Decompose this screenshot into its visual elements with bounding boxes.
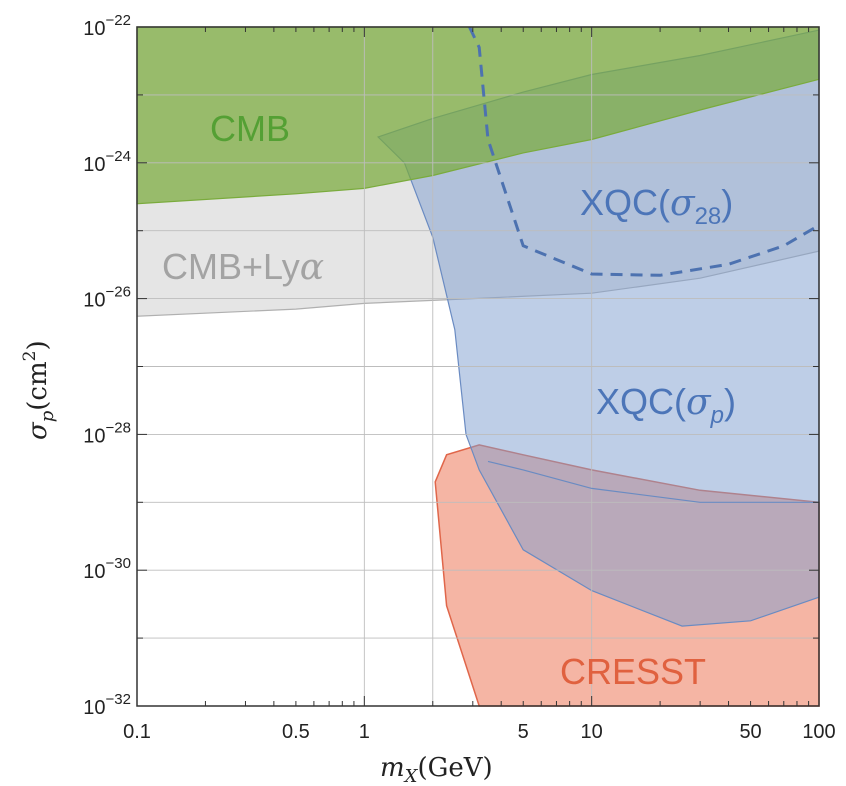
xqc-sigma-p-floor-line — [487, 460, 819, 503]
y-tick-label: 10−24 — [83, 148, 131, 176]
cmb-label: CMB — [210, 108, 290, 149]
y-axis-ticks: 10−32 10−30 10−28 10−26 10−24 10−22 — [83, 12, 819, 719]
cresst-label: CRESST — [560, 651, 706, 692]
y-tick-label: 10−28 — [83, 419, 131, 447]
y-tick-label: 10−32 — [83, 691, 131, 719]
x-tick-label: 0.1 — [123, 721, 151, 743]
y-tick-label: 10−30 — [83, 555, 131, 583]
y-tick-label: 10−22 — [83, 12, 131, 40]
x-tick-label: 10 — [581, 721, 603, 743]
x-axis-title: mX(GeV) — [380, 753, 493, 786]
plot-regions — [136, 26, 820, 707]
y-axis-title: σp(cm2) — [20, 340, 58, 440]
x-tick-label: 50 — [739, 721, 761, 743]
xqc-sigma28-label: XQC(σ28) — [580, 182, 733, 230]
region-labels: CMB CMB+Lyα XQC(σ28) XQC(σp) CRESST — [162, 108, 736, 692]
x-tick-label: 5 — [518, 721, 529, 743]
y-tick-label: 10−26 — [83, 284, 131, 312]
x-tick-label: 1 — [359, 721, 370, 743]
x-tick-label: 100 — [802, 721, 835, 743]
cmb-lya-label: CMB+Lyα — [162, 246, 324, 288]
xqc-sigma-p-label: XQC(σp) — [596, 381, 736, 429]
xqc-sigma28-dashed-line — [468, 26, 820, 277]
x-tick-label: 0.5 — [282, 721, 310, 743]
x-axis-ticks: 0.1 0.5 1 5 10 50 100 — [123, 27, 836, 743]
